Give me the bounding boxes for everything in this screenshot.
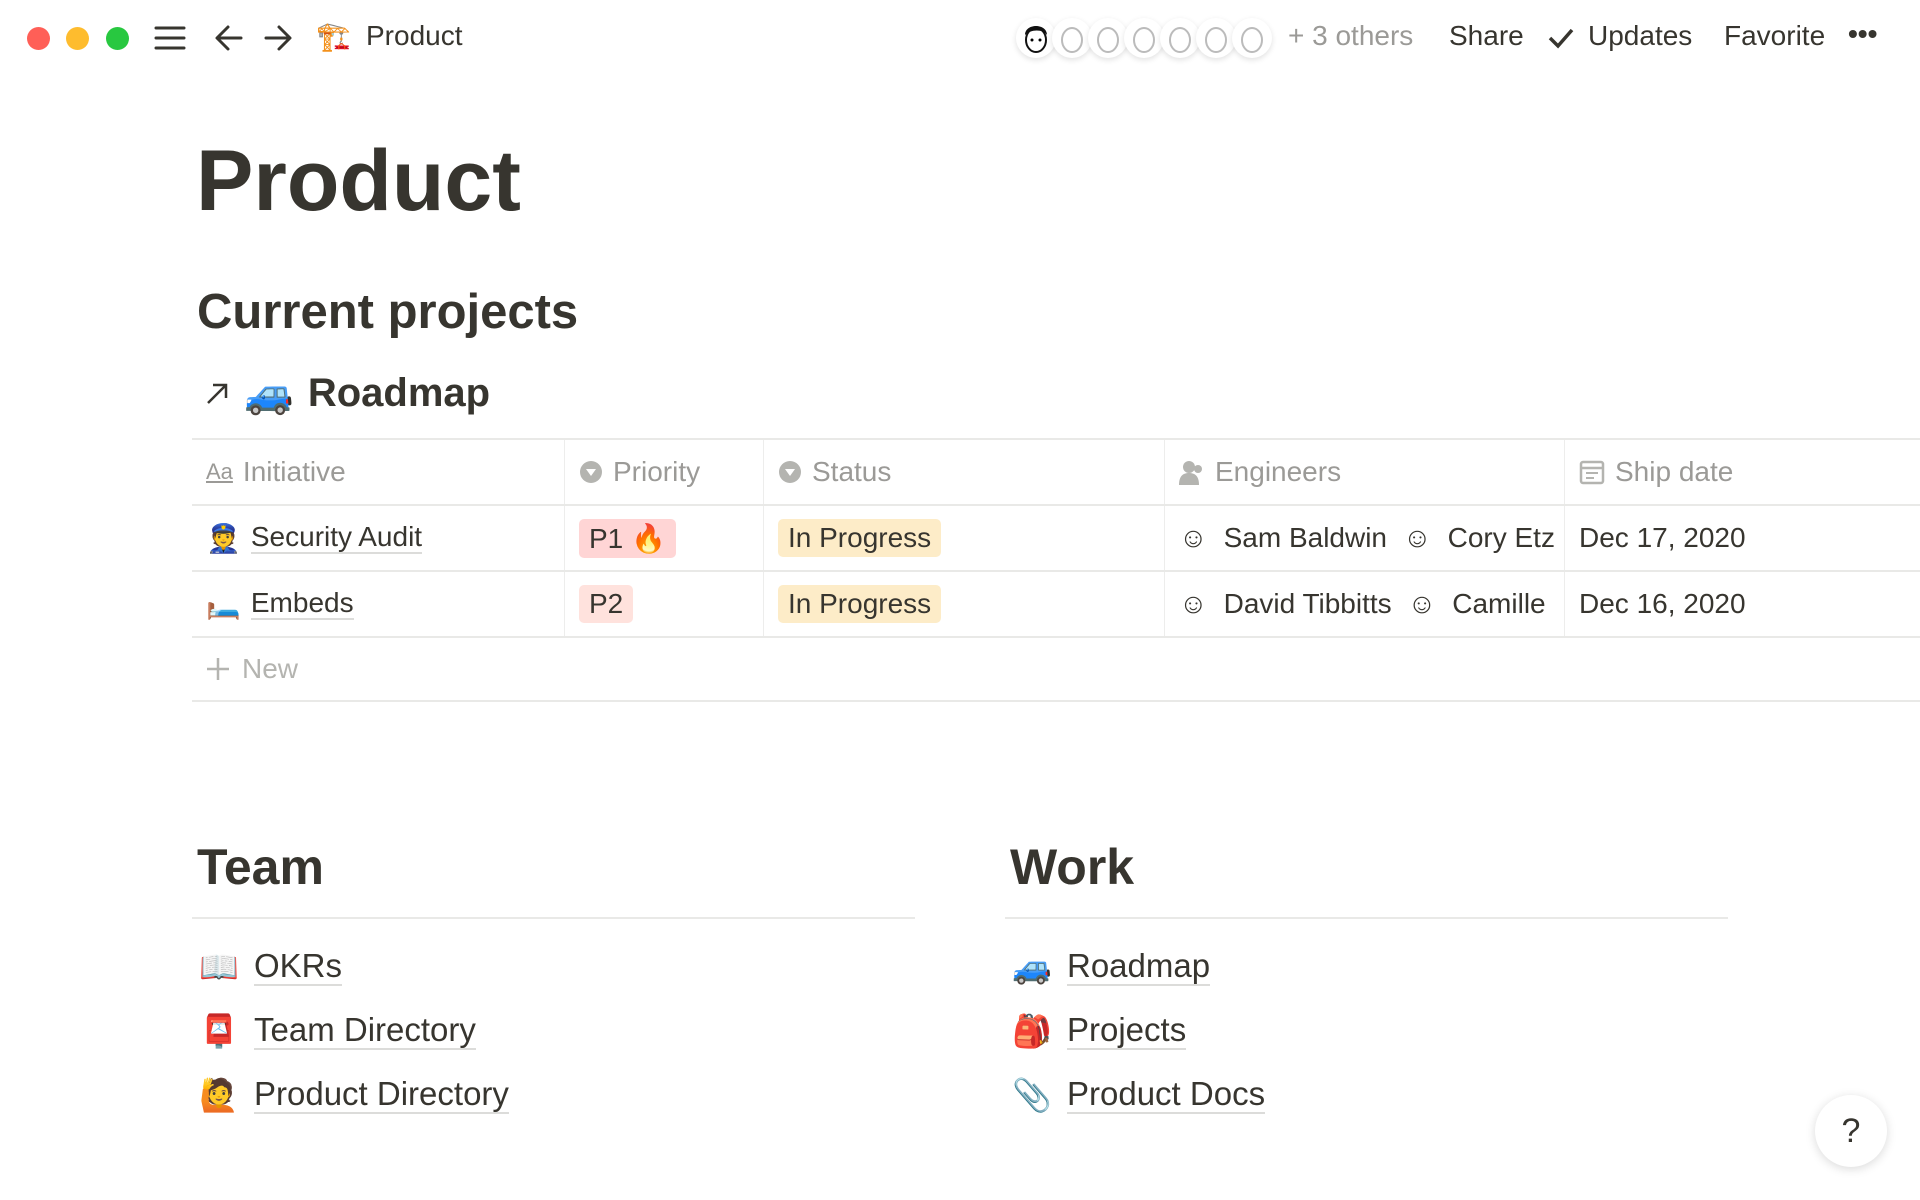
avatar: ☺ [1407,588,1437,619]
status-tag: In Progress [778,519,942,557]
column-header-priority[interactable]: Priority [565,440,764,504]
column-header-ship-date[interactable]: Ship date [1565,440,1920,504]
status-tag: In Progress [778,585,942,623]
avatar [1016,18,1056,58]
new-row-button[interactable]: New [192,638,1920,702]
team-links: 📖 OKRs 📮 Team Directory 🙋 Product Directory [198,942,509,1120]
priority-cell[interactable]: P1 🔥 [565,506,764,570]
avatar: ☺ [1179,588,1208,619]
table-row[interactable]: 🛏️ Embeds P2 In Progress ☺ David Tibbitts ☺… [192,572,1920,638]
avatar [1052,18,1092,58]
ship-date-cell[interactable]: Dec 17, 2020 [1579,522,1746,553]
initiative-link[interactable]: Security Audit [250,521,423,555]
plus-icon [207,658,229,680]
updates-button[interactable]: Updates [1588,20,1693,51]
collaborator-avatars[interactable] [1016,0,1276,76]
initiative-icon: 🛏️ [206,588,241,620]
priority-cell[interactable]: P2 [565,572,764,636]
roadmap-table: Aa Initiative Priority Status Engineers S… [192,438,1920,702]
link-arrow-icon [207,383,228,404]
book-icon: 📖 [199,949,239,985]
help-button[interactable]: ? [1815,1095,1887,1167]
roadmap-title: Roadmap [307,371,491,415]
link-roadmap[interactable]: 🚙 Roadmap [1012,946,1211,987]
avatar [1232,18,1272,58]
page-icon: 🏗️ [316,21,351,52]
initiative-cell[interactable]: 👮 Security Audit [192,506,565,570]
work-links: 🚙 Roadmap 🎒 Projects 📎 Product Docs [1011,942,1266,1120]
back-arrow-icon[interactable] [214,24,244,57]
avatar [1160,18,1200,58]
column-header-initiative[interactable]: Aa Initiative [192,440,565,504]
status-cell[interactable]: In Progress [764,572,1165,636]
ship-date-cell[interactable]: Dec 16, 2020 [1579,588,1746,619]
link-okrs[interactable]: 📖 OKRs [199,946,343,987]
link-team-directory[interactable]: 📮 Team Directory [199,1010,476,1051]
share-button[interactable]: Share [1449,20,1524,51]
team-divider [192,917,915,919]
table-row[interactable]: 👮 Security Audit P1 🔥 In Progress ☺ Sam Ba… [192,506,1920,572]
postbox-icon: 📮 [199,1013,239,1049]
column-header-status[interactable]: Status [764,440,1165,504]
work-heading: Work [1010,839,1135,895]
work-divider [1005,917,1728,919]
raising-hand-icon: 🙋 [199,1077,239,1113]
table-header: Aa Initiative Priority Status Engineers S… [192,440,1920,506]
avatar [1124,18,1164,58]
favorite-button[interactable]: Favorite [1724,20,1826,51]
text-icon: Aa [206,459,233,484]
current-projects-heading: Current projects [197,285,579,339]
link-product-docs[interactable]: 📎 Product Docs [1012,1074,1266,1115]
maximize-window-button[interactable] [106,27,129,50]
forward-arrow-icon[interactable] [263,24,293,57]
linked-database-title[interactable]: 🚙 Roadmap [204,370,490,417]
avatar: ☺ [1179,522,1208,553]
select-icon [580,461,602,483]
link-product-directory[interactable]: 🙋 Product Directory [199,1074,509,1115]
more-options-button[interactable]: ••• [1848,18,1878,49]
person-icon [1179,461,1202,485]
avatar: ☺ [1403,522,1432,553]
avatar [1088,18,1128,58]
status-cell[interactable]: In Progress [764,506,1165,570]
priority-tag: P2 [579,585,634,623]
menu-icon[interactable] [154,24,186,57]
page-title[interactable]: Product [196,133,521,229]
roadmap-icon: 🚙 [244,372,294,416]
close-window-button[interactable] [27,27,50,50]
paperclip-icon: 📎 [1012,1077,1052,1113]
engineers-cell[interactable]: ☺ Sam Baldwin ☺ Cory Etz [1165,506,1565,570]
priority-tag: P1 🔥 [579,518,676,558]
check-icon [1547,26,1575,55]
link-projects[interactable]: 🎒 Projects [1012,1010,1187,1051]
car-icon: 🚙 [1012,949,1052,985]
team-heading: Team [197,839,324,895]
breadcrumb-title[interactable]: Product [366,20,463,51]
backpack-icon: 🎒 [1012,1013,1052,1049]
initiative-link[interactable]: Embeds [250,587,354,621]
avatar [1196,18,1236,58]
initiative-icon: 👮 [206,522,241,554]
calendar-icon [1579,460,1605,485]
column-header-engineers[interactable]: Engineers [1165,440,1565,504]
initiative-cell[interactable]: 🛏️ Embeds [192,572,565,636]
others-count[interactable]: + 3 others [1288,20,1414,51]
engineers-cell[interactable]: ☺ David Tibbitts ☺ Camille [1165,572,1565,636]
minimize-window-button[interactable] [66,27,89,50]
select-icon [779,461,801,483]
